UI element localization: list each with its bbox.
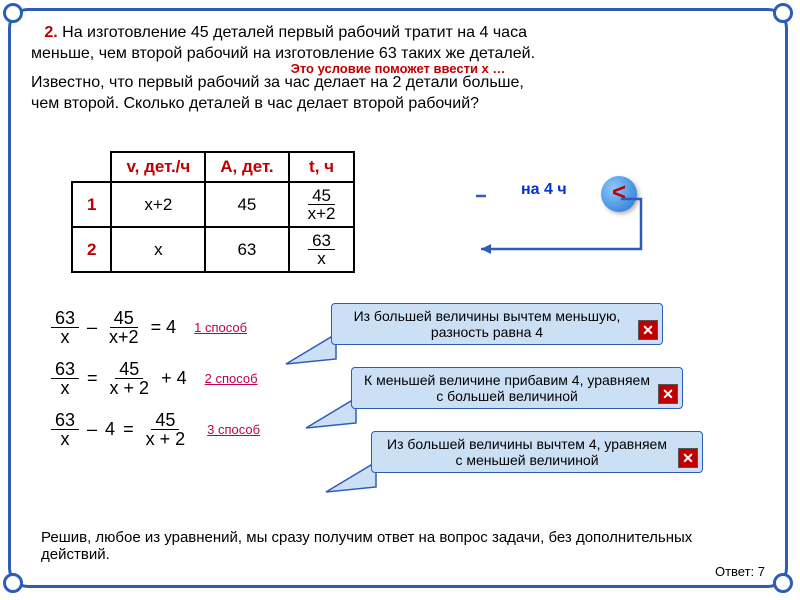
- row1-label: 1: [72, 182, 111, 227]
- problem-line1: На изготовление 45 деталей первый рабочи…: [62, 24, 527, 41]
- equation-3: 63x – 4 = 45x + 2 3 способ: [51, 411, 260, 448]
- row2-a: 63: [205, 227, 288, 272]
- equation-2: 63x = 45x + 2 + 4 2 способ: [51, 360, 260, 397]
- callout-2: К меньшей величине прибавим 4, уравняем …: [351, 367, 683, 409]
- row1-a: 45: [205, 182, 288, 227]
- callout-3: Из большей величины вычтем 4, уравняем с…: [371, 431, 703, 473]
- header-a: A, дет.: [205, 152, 288, 182]
- data-table: v, дет./ч A, дет. t, ч 1 x+2 45 45x+2 2 …: [71, 151, 355, 273]
- close-icon[interactable]: ✕: [658, 384, 678, 404]
- header-t: t, ч: [289, 152, 355, 182]
- method-2-label: 2 способ: [205, 371, 258, 386]
- data-table-wrap: v, дет./ч A, дет. t, ч 1 x+2 45 45x+2 2 …: [71, 151, 355, 273]
- answer-text: Ответ: 7: [715, 564, 765, 579]
- equations-block: 63x – 45x+2 = 4 1 способ 63x = 45x + 2 +…: [51, 309, 260, 462]
- method-3-label: 3 способ: [207, 422, 260, 437]
- arrow-icon: [471, 181, 651, 261]
- header-v: v, дет./ч: [111, 152, 205, 182]
- row1-t: 45x+2: [289, 182, 355, 227]
- close-icon[interactable]: ✕: [678, 448, 698, 468]
- row1-v: x+2: [111, 182, 205, 227]
- problem-line3: Известно, что первый рабочий за час дела…: [31, 74, 524, 91]
- row2-t: 63x: [289, 227, 355, 272]
- content-area: 2. На изготовление 45 деталей первый раб…: [11, 11, 785, 585]
- problem-line4: чем второй. Сколько деталей в час делает…: [31, 95, 479, 112]
- method-1-label: 1 способ: [194, 320, 247, 335]
- callout-1: Из большей величины вычтем меньшую, разн…: [331, 303, 663, 345]
- equation-1: 63x – 45x+2 = 4 1 способ: [51, 309, 260, 346]
- row2-label: 2: [72, 227, 111, 272]
- problem-line2: меньше, чем второй рабочий на изготовлен…: [31, 45, 535, 62]
- problem-number: 2.: [44, 24, 57, 41]
- close-icon[interactable]: ✕: [638, 320, 658, 340]
- row2-v: x: [111, 227, 205, 272]
- slide-frame: 2. На изготовление 45 деталей первый раб…: [8, 8, 788, 588]
- problem-text: 2. На изготовление 45 деталей первый раб…: [31, 23, 765, 115]
- conclusion-text: Решив, любое из уравнений, мы сразу полу…: [41, 529, 695, 563]
